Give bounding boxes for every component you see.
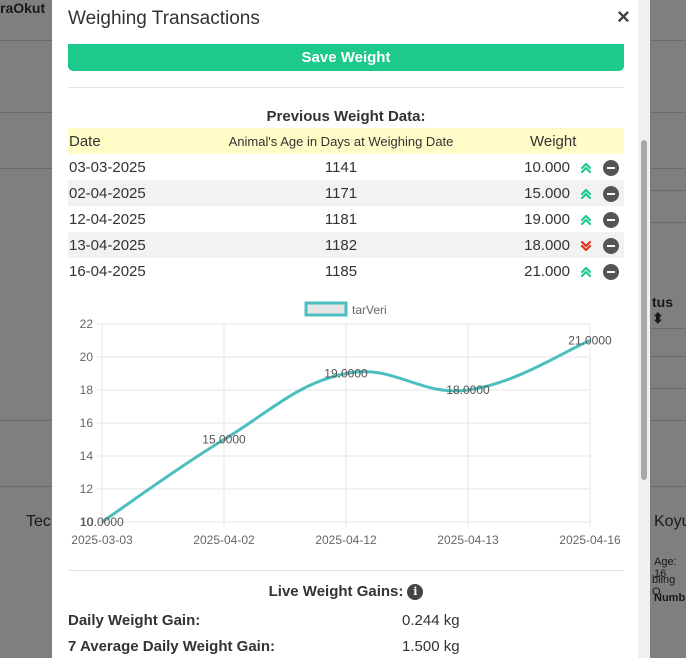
data-label: 15.0000 <box>202 433 246 447</box>
double-chevron-up-icon <box>574 206 598 232</box>
minus-circle-icon[interactable] <box>603 237 619 254</box>
modal-header: Weighing Transactions × <box>52 0 650 40</box>
table-row: 13-04-2025 1182 18.000 <box>68 232 624 258</box>
double-chevron-up-icon <box>574 180 598 206</box>
weighing-modal: Weighing Transactions × Save Weight Prev… <box>52 0 650 658</box>
previous-weight-table: Date Animal's Age in Days at Weighing Da… <box>68 128 624 284</box>
save-weight-button[interactable]: Save Weight <box>68 44 624 71</box>
data-label: 18.0000 <box>446 383 490 397</box>
x-tick-label: 2025-04-02 <box>193 533 255 547</box>
minus-circle-icon[interactable] <box>603 185 619 202</box>
y-tick-label: 18 <box>80 383 94 397</box>
info-icon[interactable]: i <box>407 584 424 600</box>
cell-weight: 10.000 <box>524 158 570 176</box>
legend-swatch <box>304 301 348 317</box>
cell-weight: 19.000 <box>524 210 570 228</box>
x-tick-label: 2025-03-03 <box>71 533 133 547</box>
gains-title-text: Live Weight Gains: <box>268 583 404 600</box>
cell-date: 03-03-2025 <box>69 158 146 176</box>
series-line-tarveri <box>101 339 591 524</box>
daily-gain-value: 0.244 kg <box>402 612 460 629</box>
y-tick-label: 10 <box>80 515 94 529</box>
weight-chart: 10 12 14 16 18 20 22 2025-03-03 2025-04-02 2025-0… <box>71 301 621 547</box>
cell-date: 02-04-2025 <box>68 180 198 206</box>
divider <box>68 87 624 88</box>
cell-weight: 18.000 <box>484 232 574 258</box>
table-row: 03-03-2025 1141 10.000 <box>68 154 624 180</box>
live-weight-gains-title: Live Weight Gains: i <box>68 583 624 600</box>
data-label: 19.0000 <box>324 367 368 381</box>
minus-circle-icon[interactable] <box>603 263 619 280</box>
double-chevron-up-icon <box>574 154 598 180</box>
daily-gain-row: Daily Weight Gain: 0.244 kg <box>68 612 624 629</box>
x-tick-label: 2025-04-16 <box>559 533 621 547</box>
double-chevron-down-icon <box>574 232 598 258</box>
cell-age: 1141 <box>324 158 358 176</box>
y-tick-label: 16 <box>80 416 94 430</box>
scrollbar-thumb[interactable] <box>641 140 647 480</box>
data-label: 10.0000 <box>80 515 124 529</box>
cell-weight: 21.000 <box>524 262 570 280</box>
cell-age: 1185 <box>324 262 358 280</box>
table-row: 16-04-2025 1185 21.000 <box>68 258 624 284</box>
cell-age: 1181 <box>324 210 358 228</box>
close-icon[interactable]: × <box>617 4 630 29</box>
cell-date: 12-04-2025 <box>69 210 146 228</box>
avg7-gain-label: 7 Average Daily Weight Gain: <box>68 638 276 655</box>
table-header-row: Date Animal's Age in Days at Weighing Da… <box>68 128 624 154</box>
daily-gain-label: Daily Weight Gain: <box>68 612 201 629</box>
header-date: Date <box>68 128 198 154</box>
cell-age: 1182 <box>198 232 484 258</box>
header-weight: Weight <box>484 128 624 154</box>
table-row: 12-04-2025 1181 19.000 <box>68 206 624 232</box>
y-tick-label: 12 <box>80 482 94 496</box>
data-label: 21.0000 <box>568 334 612 348</box>
cell-date: 16-04-2025 <box>69 262 146 280</box>
cell-date: 13-04-2025 <box>68 232 198 258</box>
cell-weight: 15.000 <box>484 180 574 206</box>
cell-age: 1171 <box>198 180 484 206</box>
header-age: Animal's Age in Days at Weighing Date <box>198 128 484 154</box>
x-tick-label: 2025-04-13 <box>437 533 499 547</box>
avg7-gain-value: 1.500 kg <box>402 638 460 655</box>
y-tick-label: 22 <box>80 317 94 331</box>
divider <box>68 570 624 571</box>
table-row: 02-04-2025 1171 15.000 <box>68 180 624 206</box>
minus-circle-icon[interactable] <box>603 159 619 176</box>
x-tick-label: 2025-04-12 <box>315 533 377 547</box>
modal-title: Weighing Transactions <box>68 8 260 29</box>
double-chevron-up-icon <box>574 258 598 284</box>
avg7-gain-row: 7 Average Daily Weight Gain: 1.500 kg <box>68 638 624 655</box>
y-tick-label: 14 <box>80 449 94 463</box>
previous-weight-title: Previous Weight Data: <box>266 108 426 125</box>
legend-label: tarVeri <box>352 303 387 317</box>
minus-circle-icon[interactable] <box>603 211 619 228</box>
y-tick-label: 20 <box>80 350 94 364</box>
